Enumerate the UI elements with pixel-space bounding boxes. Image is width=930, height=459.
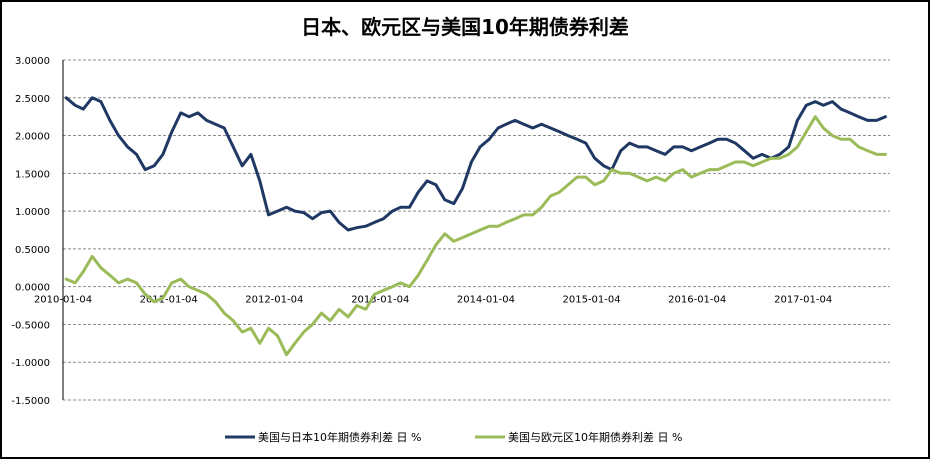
legend-label-us-japan: 美国与日本10年期债券利差 日 % — [258, 430, 421, 444]
x-tick-label: 2014-01-04 — [457, 295, 515, 306]
y-tick-label: -1.0000 — [11, 358, 50, 369]
y-tick-label: 0.0000 — [15, 283, 50, 294]
legend-label-us-eurozone: 美国与欧元区10年期债券利差 日 % — [508, 430, 682, 444]
series-layer — [64, 96, 887, 357]
chart-title: 日本、欧元区与美国10年期债券利差 — [301, 15, 629, 39]
x-tick-label: 2016-01-04 — [668, 295, 726, 306]
legend: 美国与日本10年期债券利差 日 % 美国与欧元区10年期债券利差 日 % — [225, 430, 682, 444]
y-tick-labels: 3.0000 2.5000 2.0000 1.5000 1.0000 0.5000 0.00… — [11, 56, 50, 407]
y-tick-label: 0.5000 — [15, 245, 50, 256]
y-gridlines — [63, 59, 890, 401]
x-tick-label: 2015-01-04 — [562, 295, 620, 306]
x-tick-label: 2012-01-04 — [245, 295, 303, 306]
x-tick-label: 2010-01-04 — [34, 295, 92, 306]
y-tick-label: -0.5000 — [11, 320, 50, 331]
x-tick-labels: 2010-01-04 2011-01-04 2012-01-04 2013-01-04… — [34, 295, 832, 306]
y-tick-label: 2.0000 — [15, 132, 50, 143]
series-line-us-eurozone — [64, 115, 887, 357]
y-tick-label: 1.5000 — [15, 169, 50, 180]
y-tick-label: 1.0000 — [15, 207, 50, 218]
y-tick-label: -1.5000 — [11, 396, 50, 407]
x-tick-label: 2017-01-04 — [774, 295, 832, 306]
series-line-us-japan — [64, 96, 887, 232]
y-tick-label: 2.5000 — [15, 94, 50, 105]
y-tick-label: 3.0000 — [15, 56, 50, 67]
x-tick-label: 2013-01-04 — [351, 295, 409, 306]
x-tick-label: 2011-01-04 — [140, 295, 198, 306]
